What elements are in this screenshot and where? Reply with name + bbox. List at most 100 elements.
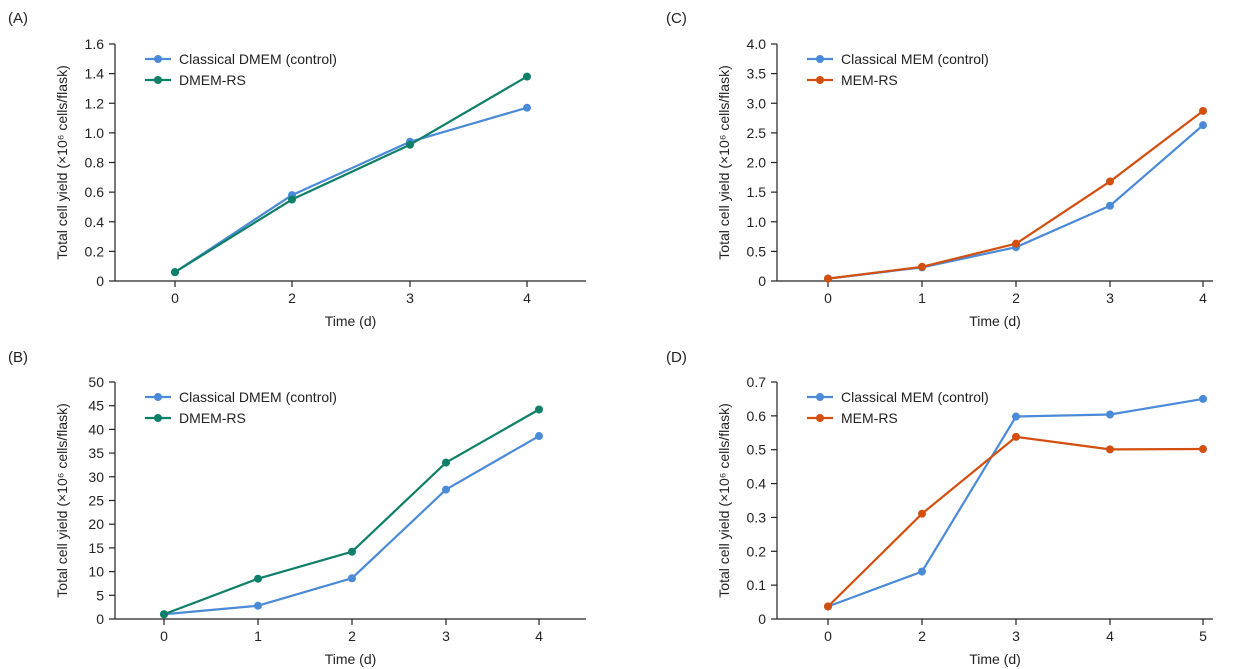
- series-line-1: [163, 435, 540, 616]
- line-chart-a: 0 0.2 0.4 0.6 0.8 1.0 1.2 1.4 1.6 0 2 3 4 Time (d) Tot…: [54, 36, 586, 329]
- x-axis-title: Time (d): [325, 651, 377, 667]
- y-axis-title: Total cell yield (×10⁶ cells/flask): [716, 65, 732, 259]
- data-point: [1106, 177, 1114, 186]
- x-tick-label: 4: [535, 628, 543, 644]
- data-point: [348, 547, 356, 556]
- y-tick-label: 0.6: [747, 408, 767, 424]
- y-axis-title: Total cell yield (×10⁶ cells/flask): [54, 403, 70, 597]
- legend-swatch-marker: [154, 55, 162, 63]
- x-tick-label: 5: [1199, 628, 1207, 644]
- y-tick-label: 2.0: [747, 155, 767, 171]
- y-axis-title: Total cell yield (×10⁶ cells/flask): [54, 65, 70, 259]
- y-tick-label: 0.7: [747, 374, 767, 390]
- data-point: [171, 268, 179, 277]
- y-tick-label: 40: [88, 421, 104, 437]
- legend-label: Classical DMEM (control): [179, 389, 337, 405]
- y-tick-label: 0.6: [85, 184, 105, 200]
- legend-label: DMEM-RS: [179, 410, 246, 426]
- data-point: [523, 72, 531, 81]
- series-line-2: [827, 110, 1204, 280]
- data-point: [824, 602, 832, 611]
- data-point: [1106, 201, 1114, 210]
- y-tick-label: 1.0: [85, 125, 105, 141]
- legend-swatch-marker: [816, 414, 824, 422]
- legend-label: MEM-RS: [841, 410, 898, 426]
- y-tick-label: 1.6: [85, 36, 105, 52]
- x-tick-label: 2: [348, 628, 356, 644]
- legend-swatch-marker: [154, 414, 162, 422]
- x-tick-label: 4: [1106, 628, 1114, 644]
- x-axis-title: Time (d): [325, 313, 377, 329]
- x-tick-label: 2: [1012, 290, 1020, 306]
- data-point: [1012, 239, 1020, 248]
- x-tick-label: 3: [442, 628, 450, 644]
- legend-swatch-marker: [154, 393, 162, 401]
- y-tick-label: 2.5: [747, 125, 767, 141]
- chart-panel-a: (A) 0 0.2 0.4 0.6 0.8 1.0 1.2 1.4 1.6 0 2 3 4 Time (d…: [0, 0, 621, 335]
- y-tick-label: 0.5: [747, 442, 767, 458]
- data-point: [442, 458, 450, 467]
- line-chart-c: 0 0.5 1.0 1.5 2.0 2.5 3.0 3.5 4.0 0 1 2 3 4 Time (d) To…: [716, 36, 1213, 329]
- y-tick-label: 0.8: [85, 155, 105, 171]
- data-point: [523, 103, 531, 112]
- y-tick-label: 0: [758, 273, 766, 289]
- data-point: [406, 140, 414, 149]
- y-tick-label: 1.2: [85, 95, 105, 111]
- y-tick-label: 4.0: [747, 36, 767, 52]
- data-point: [918, 567, 926, 576]
- legend-swatch-marker: [154, 76, 162, 84]
- legend-swatch-marker: [816, 393, 824, 401]
- y-axis-title: Total cell yield (×10⁶ cells/flask): [716, 403, 732, 597]
- x-tick-label: 2: [918, 628, 926, 644]
- x-tick-label: 4: [523, 290, 531, 306]
- data-point: [1106, 410, 1114, 419]
- legend-label: Classical DMEM (control): [179, 51, 337, 67]
- x-tick-label: 0: [824, 628, 832, 644]
- data-point: [1106, 445, 1114, 454]
- chart-panel-b: (B) 0 5 10 15 20 25 30 35 40 45 50 0 1 2 3 4 Time (d) Tot…: [0, 335, 621, 669]
- data-point: [254, 574, 262, 583]
- data-point: [1012, 432, 1020, 441]
- data-point: [535, 405, 543, 414]
- x-tick-label: 0: [171, 290, 179, 306]
- y-tick-label: 3.5: [747, 66, 767, 82]
- series-line-1: [174, 106, 528, 274]
- data-point: [160, 610, 168, 619]
- series-line-2: [827, 435, 1204, 608]
- series-line-1: [827, 397, 1204, 608]
- y-tick-label: 0.3: [747, 509, 767, 525]
- x-tick-label: 0: [824, 290, 832, 306]
- y-tick-label: 5: [96, 587, 104, 603]
- y-tick-label: 0.2: [85, 243, 105, 259]
- data-point: [348, 574, 356, 583]
- legend-label: MEM-RS: [841, 72, 898, 88]
- series-line-1: [827, 124, 1204, 280]
- panel-label-b: (B): [8, 349, 28, 366]
- line-chart-b: 0 5 10 15 20 25 30 35 40 45 50 0 1 2 3 4 Time (d) Total c…: [54, 374, 586, 667]
- data-point: [254, 601, 262, 610]
- data-point: [1199, 106, 1207, 115]
- data-point: [1012, 412, 1020, 421]
- y-tick-label: 1.5: [747, 184, 767, 200]
- panel-label-d: (D): [666, 349, 687, 366]
- chart-panel-c: (C) 0 0.5 1.0 1.5 2.0 2.5 3.0 3.5 4.0 0 1 2 3 4 Time (…: [662, 0, 1242, 335]
- x-tick-label: 1: [918, 290, 926, 306]
- x-tick-label: 0: [160, 628, 168, 644]
- y-tick-label: 20: [88, 516, 104, 532]
- y-tick-label: 10: [88, 564, 104, 580]
- panel-label-a: (A): [8, 10, 28, 27]
- y-tick-label: 0: [758, 611, 766, 627]
- y-tick-label: 35: [88, 445, 104, 461]
- x-axis-title: Time (d): [969, 313, 1021, 329]
- y-tick-label: 0.5: [747, 243, 767, 259]
- y-tick-label: 25: [88, 493, 104, 509]
- legend-swatch-marker: [816, 76, 824, 84]
- data-point: [288, 195, 296, 204]
- x-tick-label: 3: [1106, 290, 1114, 306]
- y-tick-label: 3.0: [747, 95, 767, 111]
- y-tick-label: 0: [96, 611, 104, 627]
- y-tick-label: 0: [96, 273, 104, 289]
- y-tick-label: 45: [88, 398, 104, 414]
- x-tick-label: 3: [1012, 628, 1020, 644]
- y-tick-label: 30: [88, 469, 104, 485]
